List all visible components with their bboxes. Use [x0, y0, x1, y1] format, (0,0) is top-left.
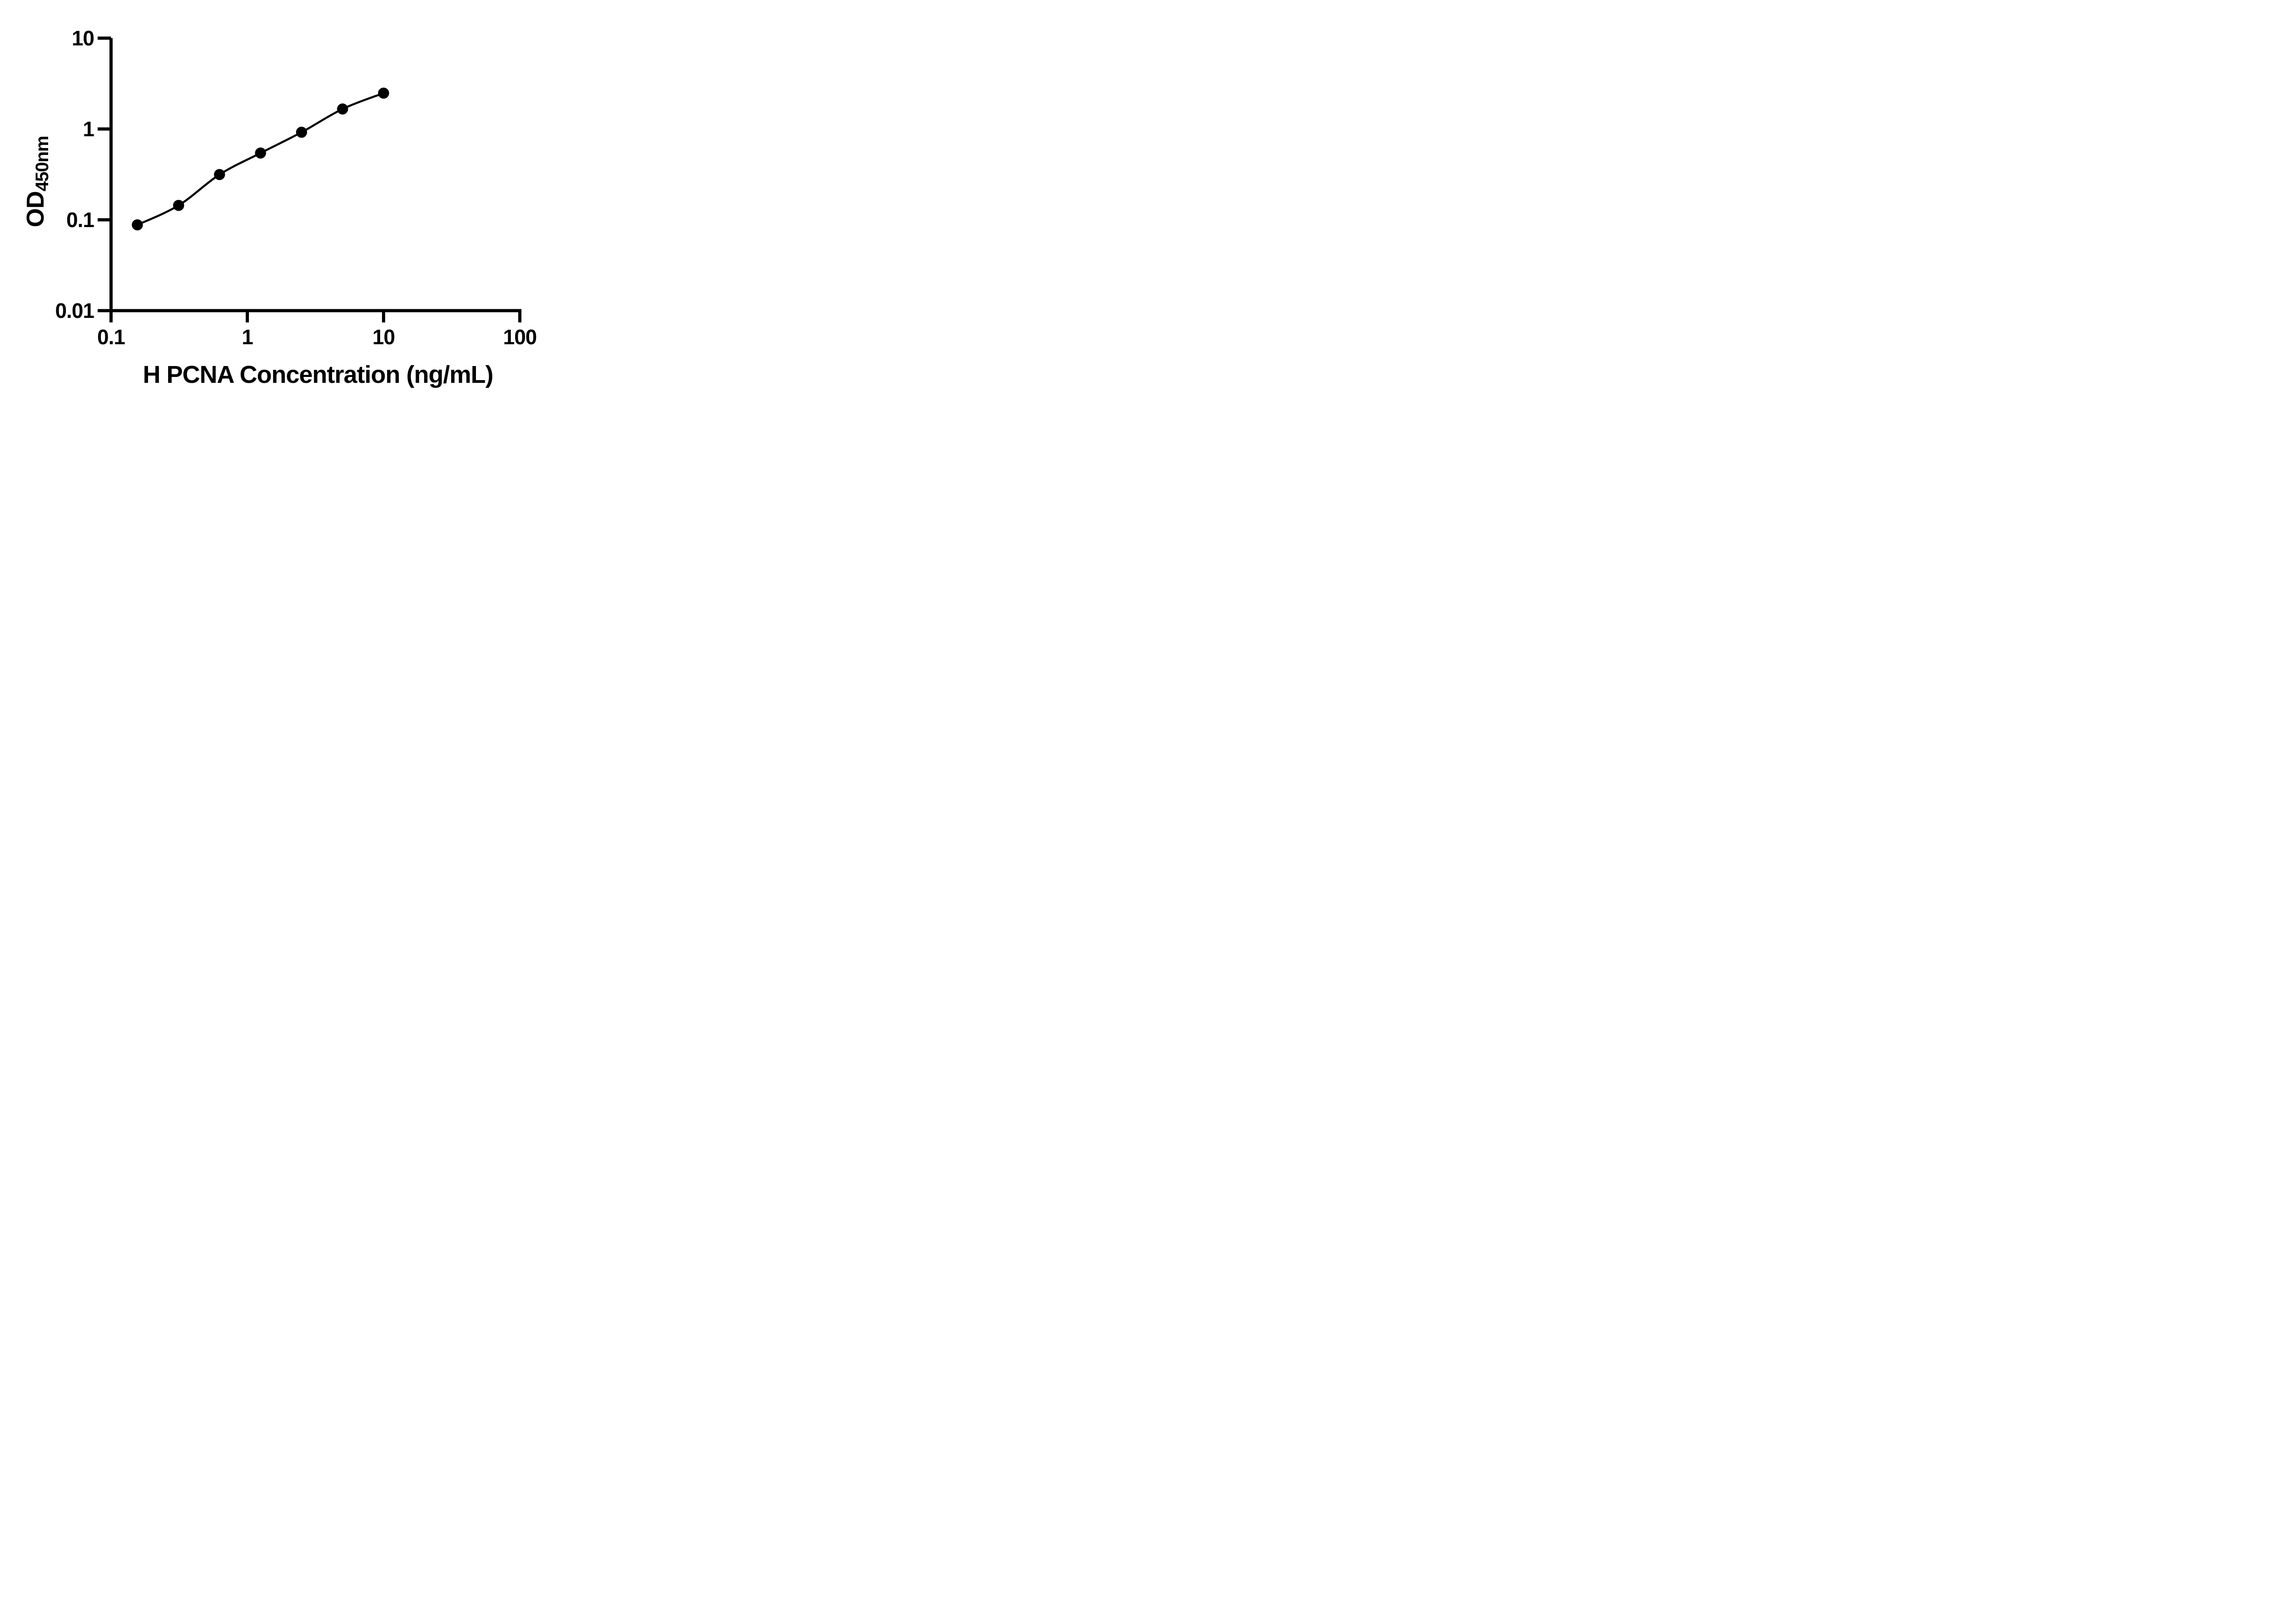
data-point	[255, 147, 266, 159]
y-axis-title-subscript: 450nm	[32, 136, 52, 192]
y-tick-label: 0.1	[66, 208, 94, 232]
y-tick-label: 0.01	[55, 299, 94, 322]
data-point	[337, 103, 348, 115]
data-point	[296, 127, 307, 138]
x-axis-title: H PCNA Concentration (ng/mL)	[143, 361, 494, 388]
x-tick-label: 10	[372, 325, 395, 349]
x-tick-label: 0.1	[97, 325, 125, 349]
y-axis-title-main: OD	[22, 191, 49, 228]
data-point	[214, 169, 225, 180]
elisa-standard-curve-figure: 0.01 0.1 1 10 0.1 1 10 100 H PCNA Concentration…	[0, 0, 583, 406]
y-tick-label: 10	[72, 26, 94, 50]
data-point	[132, 219, 143, 231]
y-axis-title: OD450nm	[21, 91, 52, 272]
y-tick-label: 1	[83, 117, 94, 141]
x-tick-label: 100	[503, 325, 537, 349]
x-tick-label: 1	[242, 325, 253, 349]
data-point	[173, 200, 184, 211]
data-point	[378, 87, 389, 99]
